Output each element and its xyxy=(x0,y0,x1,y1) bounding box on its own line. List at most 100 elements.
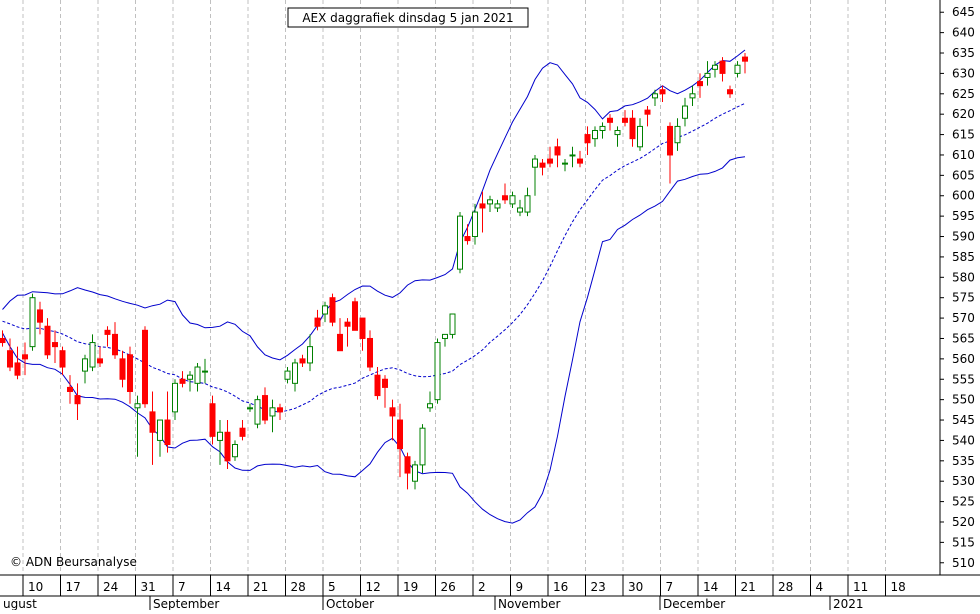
candle xyxy=(487,195,493,213)
candle-body xyxy=(352,301,358,331)
candle xyxy=(382,375,388,408)
candle xyxy=(397,403,403,478)
day-tick-label: 24 xyxy=(103,580,118,594)
candle-body xyxy=(397,419,403,450)
candle-body xyxy=(644,109,651,115)
candle-body xyxy=(209,403,216,437)
day-tick-label: 31 xyxy=(141,580,156,594)
candle xyxy=(0,330,6,347)
candle xyxy=(44,318,51,359)
candle-body xyxy=(494,203,501,209)
day-tick-label: 17 xyxy=(66,580,81,594)
candle-body xyxy=(329,297,336,323)
candle xyxy=(269,399,276,433)
candle xyxy=(442,333,448,347)
candle-body xyxy=(382,378,388,388)
candle-body xyxy=(314,317,321,327)
candle xyxy=(367,330,373,372)
month-label: October xyxy=(326,597,374,610)
candle xyxy=(509,191,516,208)
candle-body xyxy=(187,374,193,380)
candle xyxy=(494,199,501,213)
candle-body xyxy=(712,64,718,70)
candle xyxy=(742,53,748,74)
candle xyxy=(622,110,628,127)
candle-body xyxy=(179,378,186,384)
candle-body xyxy=(622,117,628,123)
candle xyxy=(157,419,163,457)
candle xyxy=(592,126,598,147)
candle xyxy=(734,61,741,78)
candle-body xyxy=(52,342,58,348)
y-tick-label: 625 xyxy=(952,87,975,101)
day-tick-label: 26 xyxy=(441,580,456,594)
candle xyxy=(277,403,283,421)
day-tick-label: 30 xyxy=(628,580,643,594)
y-tick-label: 560 xyxy=(952,352,975,366)
candle xyxy=(134,395,141,457)
candle-body xyxy=(389,407,396,417)
candle-body xyxy=(727,89,733,95)
candle-body xyxy=(554,146,561,156)
candle xyxy=(337,318,343,352)
candle-body xyxy=(742,56,748,62)
candles xyxy=(0,53,748,490)
candle xyxy=(719,57,726,82)
candle-body xyxy=(277,407,283,413)
candle-body xyxy=(584,134,591,144)
candle-body xyxy=(224,431,231,462)
candle xyxy=(539,159,546,176)
candle xyxy=(629,110,636,147)
candle-body xyxy=(547,158,553,164)
y-tick-label: 550 xyxy=(952,393,975,407)
y-tick-label: 575 xyxy=(952,291,975,305)
candle xyxy=(434,338,441,404)
candle-body xyxy=(637,125,643,148)
candle xyxy=(89,334,96,372)
candle xyxy=(292,358,298,392)
candle-body xyxy=(172,382,178,413)
candle xyxy=(659,85,666,102)
day-tick-label: 23 xyxy=(591,580,606,594)
candle xyxy=(299,354,306,368)
candle xyxy=(562,159,568,172)
day-tick-label: 28 xyxy=(778,580,793,594)
candle-body xyxy=(67,386,73,392)
candle xyxy=(202,358,208,384)
candle-body xyxy=(149,411,156,433)
candle-body xyxy=(659,89,666,95)
candle xyxy=(712,61,718,78)
candle-body xyxy=(442,333,448,339)
candle-body xyxy=(652,93,658,99)
candle-body xyxy=(374,374,381,397)
candle-body xyxy=(344,321,351,327)
candle xyxy=(314,309,321,331)
candle-body xyxy=(682,105,688,119)
candle xyxy=(224,420,231,469)
candle xyxy=(517,199,523,217)
candle-body xyxy=(592,129,598,140)
y-tick-label: 540 xyxy=(952,433,975,447)
candle-body xyxy=(629,117,636,140)
y-tick-label: 530 xyxy=(952,474,975,488)
candle-body xyxy=(614,129,621,136)
y-tick-label: 640 xyxy=(952,26,975,40)
candle xyxy=(667,122,673,184)
candle xyxy=(127,346,133,404)
candle-body xyxy=(367,337,373,368)
y-tick-label: 595 xyxy=(952,209,975,223)
chart-title: AEX daggrafiek dinsdag 5 jan 2021 xyxy=(287,7,529,28)
candle xyxy=(217,420,223,465)
candle-body xyxy=(674,125,681,144)
candle-body xyxy=(412,464,418,482)
candle-body xyxy=(532,158,538,168)
candle-body xyxy=(29,297,36,348)
y-tick-label: 615 xyxy=(952,128,975,142)
y-tick-label: 585 xyxy=(952,250,975,264)
candle-body xyxy=(262,395,268,421)
candle xyxy=(389,399,396,441)
candle-body xyxy=(37,309,43,323)
day-tick-label: 19 xyxy=(403,580,418,594)
candle xyxy=(322,301,328,323)
